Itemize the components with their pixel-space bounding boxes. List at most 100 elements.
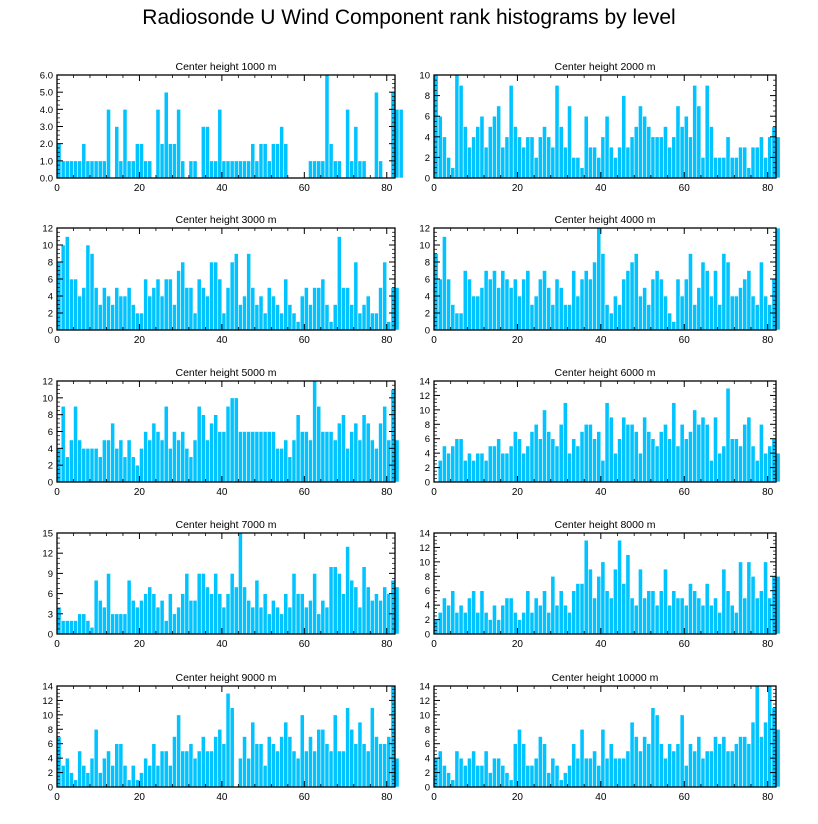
bar — [130, 304, 136, 331]
bar — [504, 772, 510, 788]
bar — [147, 160, 153, 179]
bar — [567, 612, 572, 635]
bar — [692, 409, 698, 483]
bar — [258, 143, 264, 179]
bar — [663, 568, 668, 635]
bar — [746, 561, 752, 635]
bar — [475, 295, 481, 331]
bar — [176, 439, 181, 483]
bar — [558, 423, 564, 483]
x-tick-label: 80 — [762, 792, 774, 803]
bar — [654, 714, 660, 788]
bar — [361, 160, 367, 179]
bar — [151, 743, 157, 788]
bar — [567, 452, 572, 483]
bar — [525, 270, 531, 331]
bar — [73, 278, 78, 331]
bar — [600, 561, 606, 635]
bar — [349, 728, 355, 788]
x-tick-label: 0 — [54, 487, 60, 498]
bar — [646, 304, 652, 331]
bar — [221, 743, 227, 788]
bar — [254, 431, 260, 483]
bar — [225, 593, 231, 635]
bar — [69, 278, 74, 331]
x-tick-label: 60 — [679, 487, 691, 498]
bar — [504, 597, 510, 635]
bar — [147, 439, 153, 483]
bar — [229, 261, 235, 331]
x-tick-label: 0 — [431, 639, 437, 650]
bar — [328, 431, 334, 483]
y-tick-label: 1.0 — [40, 156, 53, 167]
bar — [633, 736, 639, 788]
panel-title: Center height 4000 m — [555, 214, 656, 226]
bar — [546, 136, 552, 179]
bar — [89, 253, 95, 331]
bar — [295, 593, 301, 635]
bar — [754, 685, 760, 788]
y-tick-label: 12 — [419, 543, 430, 554]
x-tick-label: 40 — [216, 487, 228, 498]
bar — [471, 295, 477, 331]
bar — [729, 604, 735, 635]
bar — [450, 590, 456, 635]
bar — [588, 757, 593, 788]
bar — [316, 287, 322, 331]
bar — [437, 750, 443, 788]
bar — [106, 109, 111, 179]
bar — [517, 136, 522, 179]
bar — [567, 304, 572, 331]
x-tick-label: 0 — [431, 487, 437, 498]
y-tick-label: 2 — [425, 615, 430, 626]
bar — [126, 160, 132, 179]
bar — [114, 126, 120, 179]
bar — [492, 757, 497, 788]
bar — [479, 115, 485, 179]
bar — [316, 728, 322, 788]
bar — [81, 448, 87, 483]
x-tick-label: 80 — [762, 639, 774, 650]
bar — [467, 757, 472, 788]
bar — [500, 452, 506, 483]
bar — [151, 287, 157, 331]
bar — [521, 278, 527, 331]
bar — [696, 597, 702, 635]
bar — [324, 431, 330, 483]
bar — [341, 593, 346, 635]
bar — [617, 304, 622, 331]
bar — [579, 583, 585, 635]
bar — [446, 278, 451, 331]
bar — [279, 312, 285, 331]
bar — [139, 772, 144, 788]
bar — [725, 590, 731, 635]
bar — [533, 295, 539, 331]
bar — [271, 295, 276, 331]
bar — [102, 287, 107, 331]
bar — [200, 573, 206, 635]
bar — [378, 287, 383, 331]
y-tick-label: 8 — [425, 725, 430, 736]
bar — [130, 456, 136, 483]
bar — [81, 287, 87, 331]
bar — [353, 586, 359, 635]
bar — [633, 253, 639, 331]
y-tick-label: 0.0 — [40, 174, 53, 185]
bar — [85, 448, 91, 483]
bar — [537, 136, 543, 179]
bar — [629, 597, 635, 635]
bar — [558, 126, 564, 179]
bar — [233, 397, 239, 483]
y-tick-label: 12 — [42, 377, 53, 388]
bar — [583, 270, 589, 331]
bar — [295, 321, 301, 331]
bar — [729, 295, 735, 331]
bar — [217, 109, 223, 179]
x-tick-label: 40 — [595, 792, 607, 803]
x-tick-label: 20 — [134, 487, 146, 498]
bar — [81, 765, 87, 788]
bar — [341, 414, 346, 483]
bar — [213, 573, 219, 635]
bar — [738, 146, 743, 179]
bar — [688, 136, 693, 179]
